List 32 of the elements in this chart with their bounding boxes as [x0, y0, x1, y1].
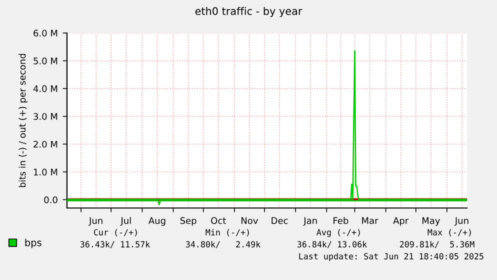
text: 36.84k/ 13.06k: [297, 240, 367, 248]
y-tick-label: 2.0 M: [34, 140, 58, 148]
y-tick-label: 5.0 M: [34, 58, 58, 64]
x-tick-label: Jul: [120, 217, 131, 226]
text: Max (-/+): [428, 229, 471, 236]
y-tick-label: 6.0 M: [34, 30, 58, 37]
legend-label: bps: [25, 238, 42, 248]
x-tick-label: Dec: [272, 217, 288, 224]
y-tick-label: 4.0 M: [33, 85, 58, 92]
chart-title: eth0 traffic - by year: [195, 6, 302, 18]
x-tick-label: Aug: [148, 217, 166, 226]
x-tick-label: Feb: [334, 217, 348, 224]
x-tick-label: May: [422, 217, 440, 226]
y-tick-label: 0.0: [44, 196, 58, 204]
text: Min (-/+): [206, 228, 249, 236]
text: Last update: Sat Jun 21 18:40:05 2025: [299, 252, 484, 262]
text: Avg (-/+): [316, 228, 360, 238]
text: 209.81k/ 5.36M: [400, 240, 474, 248]
x-tick-label: Jun: [88, 217, 102, 226]
x-tick-label: Mar: [362, 217, 378, 224]
x-tick-label: Sep: [180, 217, 196, 226]
y-axis-title: bits in (-) / out (+) per second: [18, 54, 28, 188]
x-tick-label: Jan: [303, 217, 317, 226]
x-tick-label: Jun: [454, 217, 468, 226]
x-tick-label: Apr: [393, 217, 409, 226]
text: Cur (-/+): [94, 229, 137, 236]
y-tick-label: 1.0 M: [34, 168, 58, 176]
text: 36.43k/ 11.57k: [80, 240, 150, 248]
y-tick-label: 3.0 M: [34, 113, 58, 120]
x-tick-label: Nov: [242, 217, 258, 224]
text: 34.80k/ 2.49k: [186, 240, 261, 248]
x-tick-label: Oct: [211, 217, 226, 224]
